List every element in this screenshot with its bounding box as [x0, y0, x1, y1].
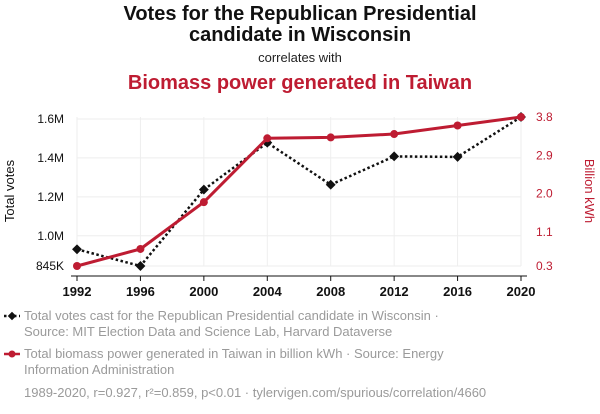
data-point-biomass — [326, 133, 335, 142]
legend-votes-line-2: Source: MIT Election Data and Science La… — [24, 324, 392, 339]
y-left-tick-label: 1.4M — [37, 151, 64, 165]
data-point-votes — [135, 261, 146, 271]
x-tick-label: 2016 — [443, 284, 472, 299]
correlates-with-label: correlates with — [258, 50, 342, 65]
legend-biomass-line-1: Total biomass power generated in Taiwan … — [24, 346, 444, 361]
legend-biomass-line-2: Information Administration — [24, 362, 174, 377]
data-point-biomass — [453, 121, 462, 130]
data-point-votes — [389, 151, 400, 162]
legend-votes-line-1: Total votes cast for the Republican Pres… — [24, 308, 439, 323]
y-right-tick-label: 2.9 — [536, 148, 553, 162]
x-tick-label: 2000 — [189, 284, 218, 299]
x-tick-label: 1996 — [126, 284, 155, 299]
data-point-votes — [72, 244, 82, 255]
legend-swatch-marker-biomass — [8, 350, 16, 358]
left-axis-label: Total votes — [2, 159, 17, 222]
y-right-tick-label: 2.0 — [536, 187, 553, 201]
data-point-votes — [452, 151, 463, 162]
y-right-tick-label: 3.8 — [536, 110, 553, 124]
series-line-votes — [76, 115, 522, 268]
series-line-biomass — [76, 115, 522, 268]
x-tick-label: 2008 — [316, 284, 345, 299]
data-point-biomass — [390, 130, 399, 139]
legend-item-biomass: Total biomass power generated in Taiwan … — [4, 346, 444, 377]
data-point-biomass — [263, 134, 272, 143]
y-left-tick-label: 1.0M — [37, 229, 64, 243]
y-left-tick-label: 1.6M — [37, 112, 64, 126]
left-axis-ticks: 845K 1.0M 1.2M 1.4M 1.6M — [36, 112, 64, 273]
y-right-tick-label: 0.3 — [536, 259, 553, 273]
right-axis-ticks: 0.3 1.1 2.0 2.9 3.8 — [536, 110, 553, 273]
data-point-votes — [198, 184, 209, 195]
x-tick-label: 2004 — [253, 284, 283, 299]
legend-item-votes: Total votes cast for the Republican Pres… — [4, 308, 439, 339]
data-point-biomass — [73, 262, 81, 270]
data-point-biomass — [136, 244, 145, 253]
x-axis-ticks: 1992 1996 2000 2004 2008 2012 2016 2020 — [63, 275, 536, 299]
series-layer — [72, 112, 526, 271]
chart-title-2: Biomass power generated in Taiwan — [128, 72, 472, 94]
y-left-tick-label: 845K — [36, 259, 64, 273]
right-axis-label: Billion kWh — [582, 159, 597, 223]
x-tick-label: 1992 — [63, 284, 92, 299]
x-tick-label: 2012 — [380, 284, 409, 299]
footer-stats: 1989-2020, r=0.927, r²=0.859, p<0.01 · t… — [24, 385, 486, 400]
data-point-votes — [325, 179, 336, 190]
data-point-biomass — [199, 198, 208, 207]
x-tick-label: 2020 — [507, 284, 536, 299]
chart-title-line-1: Votes for the Republican Presidential — [123, 3, 476, 25]
legend-swatch-marker-votes — [7, 311, 17, 321]
data-point-biomass — [517, 113, 525, 121]
gridlines — [76, 117, 522, 267]
y-right-tick-label: 1.1 — [536, 225, 553, 239]
y-left-tick-label: 1.2M — [37, 190, 64, 204]
chart-title-line-2: candidate in Wisconsin — [189, 24, 411, 46]
